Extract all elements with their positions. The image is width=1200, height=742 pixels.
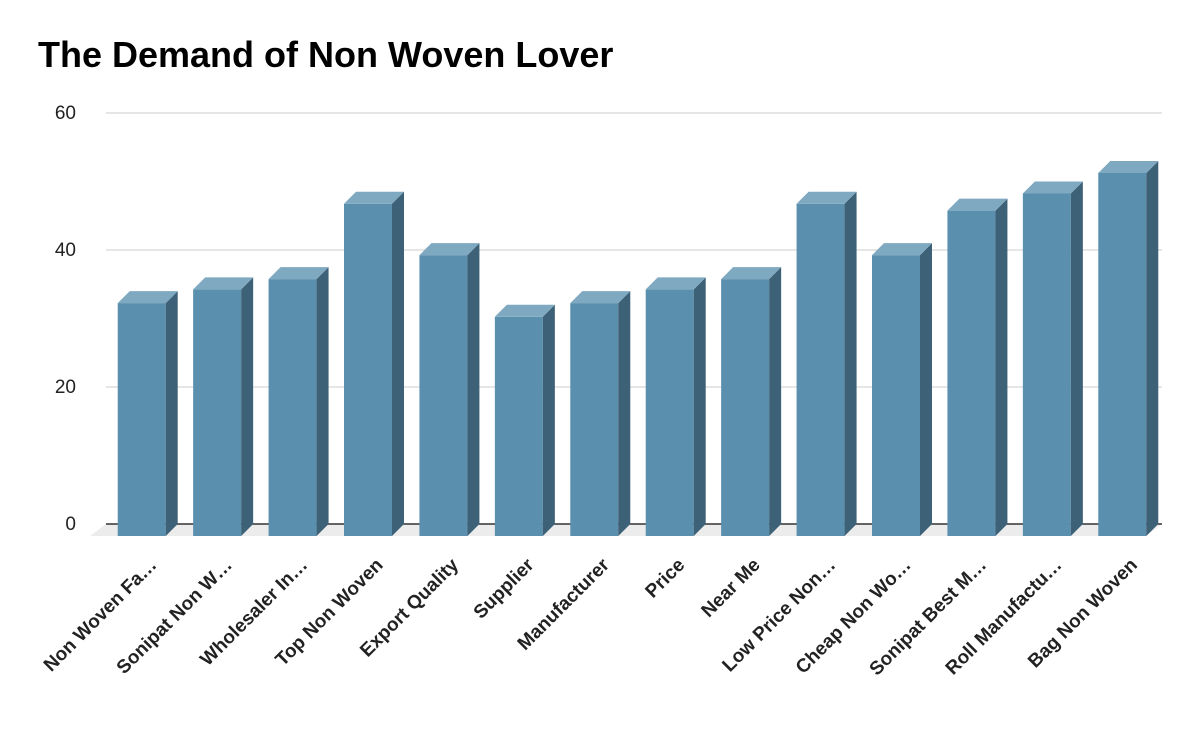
bar-top: [494, 304, 555, 317]
bar: [796, 203, 845, 536]
bar-top: [947, 198, 1008, 211]
bar-top: [268, 267, 329, 280]
bar-side: [241, 277, 254, 536]
y-tick-label: 40: [55, 240, 76, 261]
bar-side: [844, 191, 857, 536]
bar-side: [165, 291, 178, 536]
bar-side: [769, 267, 782, 536]
bar-side: [1070, 181, 1083, 536]
bar-side: [392, 191, 404, 536]
bar-top: [1022, 181, 1083, 194]
bar-top: [117, 291, 178, 304]
bar-top: [419, 243, 480, 256]
bar-side: [995, 198, 1008, 536]
bar: [947, 210, 996, 536]
bar-top: [645, 277, 706, 290]
bar: [268, 279, 317, 536]
bar-side: [1146, 160, 1159, 536]
y-tick-label: 60: [55, 103, 76, 124]
bar-top: [193, 277, 254, 290]
bar-side: [467, 243, 480, 536]
bar: [117, 303, 166, 536]
bar-top: [796, 191, 857, 204]
bar-top: [1098, 160, 1159, 173]
bar: [721, 279, 770, 536]
bar-side: [542, 304, 555, 536]
bar: [494, 316, 543, 536]
bar: [570, 303, 619, 536]
bar: [1098, 172, 1147, 536]
bar-top: [570, 291, 631, 304]
bar-side: [618, 291, 631, 536]
x-tick-label: Supplier: [470, 554, 539, 623]
y-tick-label: 20: [55, 377, 76, 398]
bar-top: [872, 243, 932, 256]
bar: [872, 255, 920, 536]
x-tick-label: Near Me: [698, 555, 765, 622]
y-tick-label: 0: [65, 514, 76, 535]
chart-title: The Demand of Non Woven Lover: [38, 34, 614, 75]
bar: [1022, 193, 1071, 536]
bar: [193, 289, 242, 536]
bar-side: [693, 277, 706, 536]
bar-top: [344, 191, 404, 204]
bar-top: [721, 267, 782, 280]
bar: [419, 255, 468, 536]
bar-side: [316, 267, 329, 536]
x-tick-label: Price: [642, 555, 690, 603]
bar-side: [920, 243, 932, 536]
bar: [645, 289, 694, 536]
bar: [344, 203, 392, 536]
